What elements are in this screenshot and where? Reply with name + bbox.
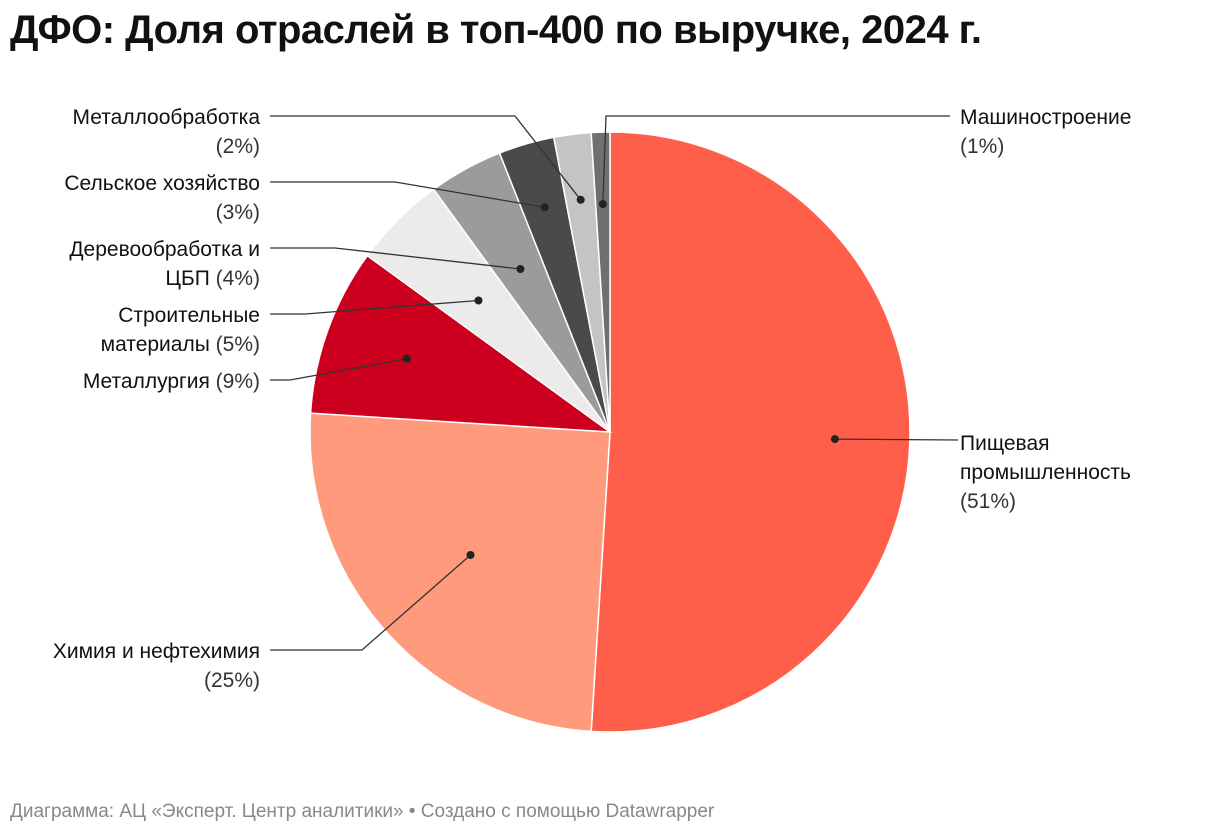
leader-dot-пищевая-промышленность <box>830 435 839 444</box>
leader-dot-строительные-материалы <box>474 296 483 305</box>
slice-label-строительные-материалы: Строительные материалы (5%) <box>101 304 260 356</box>
leader-line-сельское-хозяйство <box>270 181 545 208</box>
leader-line-машиностроение <box>602 115 950 205</box>
slice-value-металлургия: (9%) <box>216 370 260 393</box>
leader-line-пищевая-промышленность <box>834 438 959 441</box>
slice-label-машиностроение: Машиностроение (1%) <box>960 106 1131 158</box>
leader-line-деревообработка-и-цбп <box>270 247 521 270</box>
leader-line-металлообработка <box>270 115 582 201</box>
leader-dot-деревообработка-и-цбп <box>516 265 525 273</box>
leader-line-строительные-материалы <box>270 299 479 315</box>
slice-label-сельское-хозяйство: Сельское хозяйство (3%) <box>64 172 260 224</box>
slice-label-пищевая-промышленность: Пищевая промышленность (51%) <box>960 432 1131 513</box>
slice-value-химия-и-нефтехимия: (25%) <box>204 669 260 692</box>
slice-value-деревообработка-и-цбп: (4%) <box>216 267 260 290</box>
leader-line-металлургия <box>270 358 407 381</box>
slice-label-металлообработка: Металлообработка (2%) <box>73 106 261 158</box>
leader-dot-металлургия <box>402 354 411 363</box>
pie-slice-пищевая-промышленность <box>590 131 911 733</box>
pie-slice-химия-и-нефтехимия <box>309 412 611 733</box>
slice-label-химия-и-нефтехимия: Химия и нефтехимия (25%) <box>53 640 260 692</box>
leader-dot-машиностроение <box>598 200 607 209</box>
leader-dot-химия-и-нефтехимия <box>466 551 475 559</box>
source-footer: Диаграмма: АЦ «Эксперт. Центр аналитики»… <box>10 801 715 822</box>
slice-label-металлургия: Металлургия (9%) <box>83 370 260 393</box>
leader-dot-металлообработка <box>576 195 585 204</box>
slice-value-металлообработка: (2%) <box>216 135 260 158</box>
chart-title: ДФО: Доля отраслей в топ-400 по выручке,… <box>10 8 982 52</box>
slice-value-пищевая-промышленность: (51%) <box>960 490 1016 513</box>
leader-line-химия-и-нефтехимия <box>270 554 471 651</box>
slice-label-деревообработка-и-цбп: Деревообработка и ЦБП (4%) <box>69 238 260 290</box>
slice-value-машиностроение: (1%) <box>960 135 1004 158</box>
pie-slice-металлургия <box>309 254 613 433</box>
leader-dot-сельское-хозяйство <box>540 203 549 212</box>
slice-value-строительные-материалы: (5%) <box>216 333 260 356</box>
slice-value-сельское-хозяйство: (3%) <box>216 201 260 224</box>
